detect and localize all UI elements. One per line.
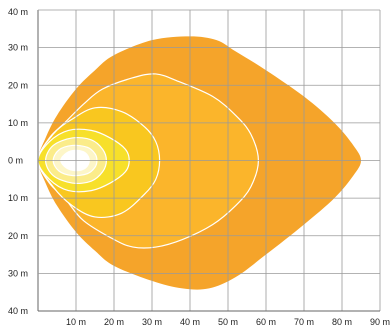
y-tick-label: 0 m xyxy=(8,156,23,166)
x-tick-label: 20 m xyxy=(104,317,124,327)
x-tick-label: 40 m xyxy=(180,317,200,327)
x-tick-label: 50 m xyxy=(218,317,238,327)
y-tick-labels: 40 m 30 m 20 m 10 m 0 m 10 m 20 m 30 m 40 m xyxy=(8,7,28,316)
grid-layer xyxy=(37,9,381,312)
x-tick-label: 60 m xyxy=(256,317,276,327)
y-tick-label: 20 m xyxy=(8,231,28,241)
y-tick-label: 20 m xyxy=(8,80,28,90)
y-tick-label: 10 m xyxy=(8,193,28,203)
x-tick-label: 90 m xyxy=(370,317,390,327)
x-tick-label: 70 m xyxy=(294,317,314,327)
x-tick-label: 30 m xyxy=(142,317,162,327)
y-tick-label: 30 m xyxy=(8,268,28,278)
contour-layer xyxy=(37,36,361,290)
y-tick-label: 30 m xyxy=(8,43,28,53)
x-tick-labels: 10 m 20 m 30 m 40 m 50 m 60 m 70 m 80 m 90 m xyxy=(66,317,390,327)
y-tick-label: 40 m xyxy=(8,306,28,316)
x-tick-label: 10 m xyxy=(66,317,86,327)
y-tick-label: 40 m xyxy=(8,7,28,17)
x-tick-label: 80 m xyxy=(332,317,352,327)
y-tick-label: 10 m xyxy=(8,118,28,128)
